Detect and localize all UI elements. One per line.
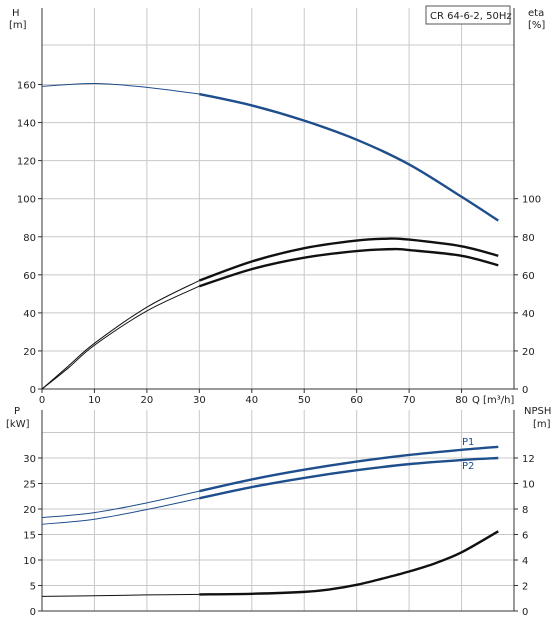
x-tick-label: 20 (141, 395, 154, 406)
x-tick-label: 10 (88, 395, 101, 406)
top-left-tick-labels: 0 20 40 60 80 100 120 140 160 (17, 81, 42, 396)
x-tick-label: 40 (245, 395, 258, 406)
p2-curve-thin (41, 497, 200, 525)
bottom-grid (41, 410, 515, 612)
top-grid (41, 8, 515, 390)
right-tick-label: 10 (522, 480, 535, 491)
left-tick-label: 0 (30, 607, 36, 618)
flow-axis-label: Q [m³/h] (472, 395, 514, 406)
left-tick-label: 100 (17, 195, 36, 206)
x-tick-label: 30 (193, 395, 206, 406)
bottom-left-tick-labels: 0 5 10 15 20 25 30 (23, 454, 42, 618)
x-tick-label: 60 (350, 395, 363, 406)
top-panel: 0 10 20 30 40 50 60 70 80 020406080100120140160 … (9, 5, 545, 406)
series-0-2-curve (198, 247, 499, 288)
x-tick-label: 80 (455, 395, 468, 406)
left-tick-label: 160 (17, 81, 36, 92)
top-series (41, 83, 499, 390)
series-0-1-curve (198, 237, 499, 282)
title-box (425, 5, 511, 25)
x-tick-label: 70 (403, 395, 416, 406)
top-right-tick-labels: 0 20 40 60 80 100 (514, 195, 541, 396)
left-tick-label: 15 (23, 531, 36, 542)
p1-curve-thin (41, 490, 200, 519)
power-axis-label-unit: [kW] (6, 419, 30, 430)
left-tick-label: 120 (17, 157, 36, 168)
series-1-2-curve-thin (41, 593, 200, 597)
bottom-panel: 0 5 10 15 20 25 30 0 2 4 6 8 10 12 P [kW] NPSH [m] P… (6, 406, 551, 618)
series-0-1-curve-thin (41, 280, 200, 390)
right-tick-label: 2 (522, 582, 528, 593)
left-tick-label: 20 (23, 347, 36, 358)
left-tick-label: 60 (23, 271, 36, 282)
right-tick-label: 12 (522, 454, 535, 465)
right-tick-label: 100 (522, 195, 541, 206)
p1-series-label: P1 (462, 437, 474, 448)
left-tick-label: 30 (23, 454, 36, 465)
chart-title: CR 64-6-2, 50Hz (430, 11, 512, 22)
bottom-right-tick-labels: 0 2 4 6 8 10 12 (514, 454, 535, 618)
series-0-0-curve (199, 92, 499, 222)
right-tick-label: 0 (522, 385, 528, 396)
bottom-series (41, 445, 499, 597)
power-axis-label-top: P (14, 406, 20, 417)
x-tick-label: 50 (298, 395, 311, 406)
right-tick-label: 0 (522, 607, 528, 618)
left-tick-label: 140 (17, 119, 36, 130)
left-tick-label: 25 (23, 480, 36, 491)
series-0-0-curve-thin (41, 83, 200, 95)
npsh-axis-label-unit: [m] (533, 419, 551, 430)
left-tick-label: 80 (23, 233, 36, 244)
series-1-2-curve (199, 530, 499, 596)
left-tick-label: 0 (30, 385, 36, 396)
right-tick-label: 40 (522, 309, 535, 320)
right-tick-label: 80 (522, 233, 535, 244)
left-tick-label: 40 (23, 309, 36, 320)
left-tick-label: 20 (23, 505, 36, 516)
top-x-tick-labels: 0 10 20 30 40 50 60 70 80 (39, 389, 468, 406)
right-tick-label: 6 (522, 531, 528, 542)
series-0-2-curve-thin (41, 285, 200, 390)
right-tick-label: 60 (522, 271, 535, 282)
p1-curve (199, 445, 499, 493)
left-tick-label: 5 (30, 582, 36, 593)
eta-axis-label-top: eta (528, 8, 544, 19)
right-tick-label: 4 (522, 556, 528, 567)
p2-series-label: P2 (462, 461, 474, 472)
right-tick-label: 20 (522, 347, 535, 358)
head-axis-label-unit: [m] (9, 20, 27, 31)
eta-axis-label-unit: [%] (528, 20, 545, 31)
p2-curve (199, 456, 499, 500)
head-axis-label-top: H (12, 8, 20, 19)
npsh-axis-label-top: NPSH (524, 406, 551, 417)
x-tick-label: 0 (39, 395, 45, 406)
right-tick-label: 8 (522, 505, 528, 516)
left-tick-label: 10 (23, 556, 36, 567)
